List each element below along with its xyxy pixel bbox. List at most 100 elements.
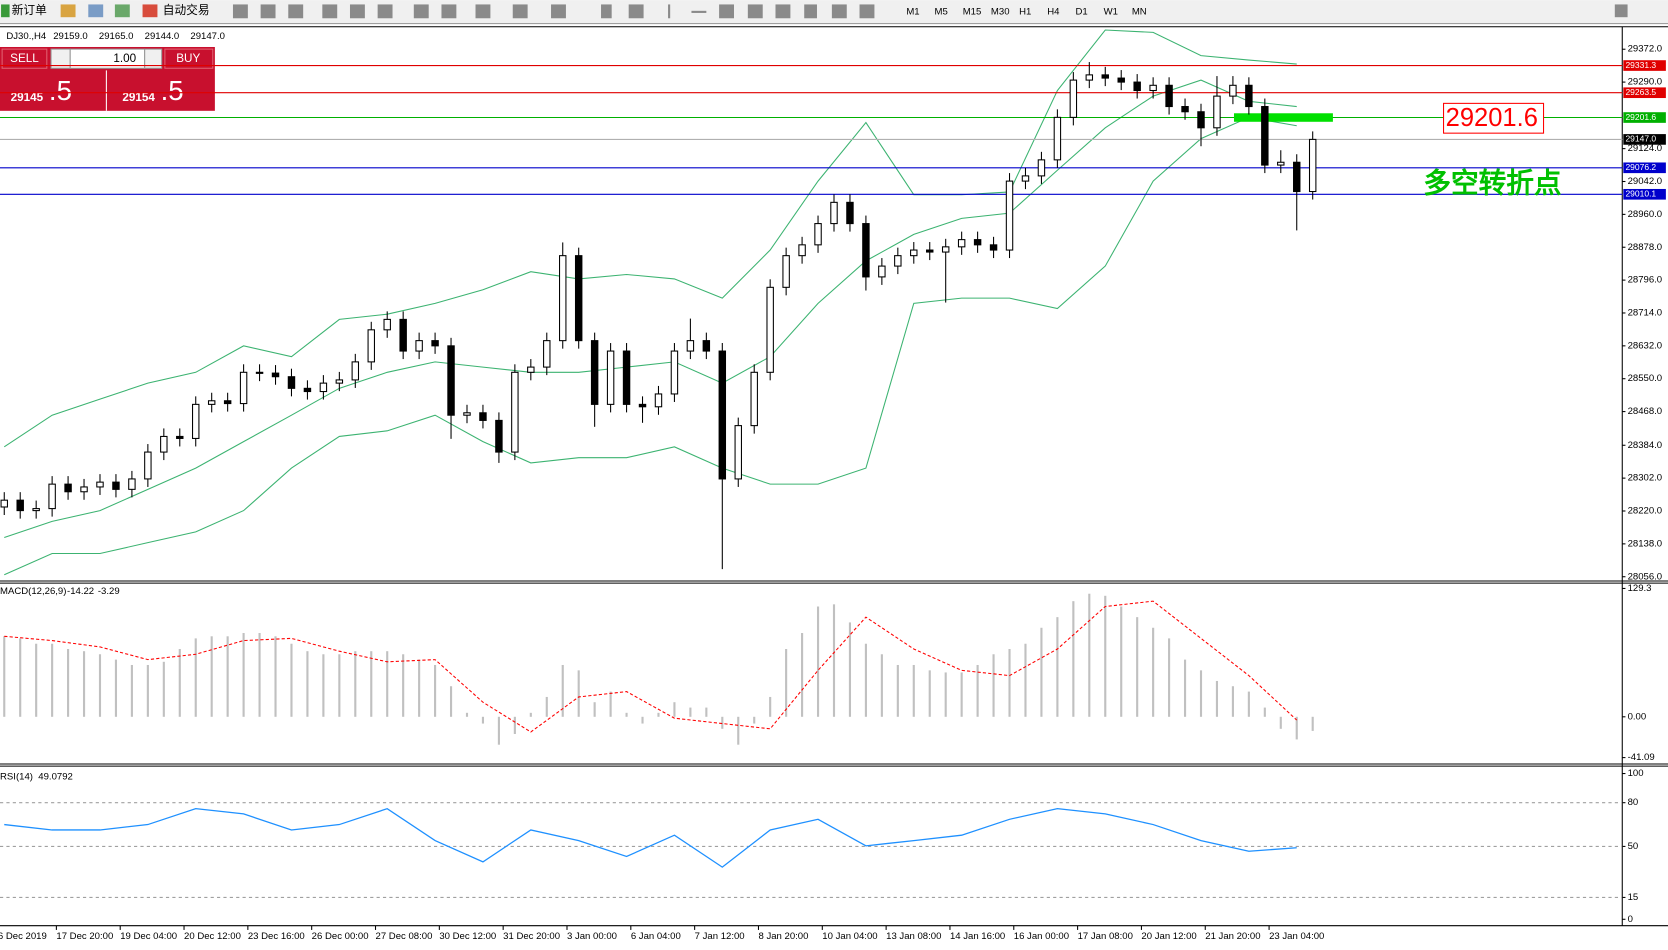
price-level-label: 29010.1 [1625,189,1656,199]
candle-body [192,403,200,439]
macd-bar [434,664,437,717]
macd-bar [880,654,883,717]
tool-icon[interactable] [60,4,76,18]
tool-icon[interactable] [804,4,817,19]
tool-icon[interactable] [668,4,671,19]
tool-icon[interactable] [475,4,491,19]
timeframe-button[interactable]: MN [1132,6,1147,17]
timeframe-button[interactable]: M1 [906,6,919,17]
lot-up[interactable] [144,48,163,69]
buy-label[interactable]: BUY [176,52,200,65]
sell-price[interactable]: 29145 [11,91,44,104]
x-tick-label: 3 Jan 00:00 [567,931,617,942]
candle-body [1149,84,1157,92]
timeframe-button[interactable]: M30 [991,6,1010,17]
rsi-line [4,807,1297,868]
candle-body [846,201,854,225]
x-tick-label: 23 Jan 04:00 [1269,931,1324,942]
tool-icon[interactable] [288,4,304,19]
tool-icon[interactable] [859,4,875,19]
auto-trading[interactable]: 自动交易 [163,3,210,17]
x-tick-label: 21 Jan 20:00 [1205,931,1260,942]
ohlc-label: 29165.0 [99,31,134,42]
macd-bar [641,716,644,724]
macd-bar [1136,617,1139,717]
tool-icon[interactable] [441,4,457,19]
tool-icon[interactable] [260,4,276,19]
candle-body [176,435,184,439]
tool-icon[interactable] [377,4,393,19]
macd-bar [51,643,54,717]
macd-bar [577,670,580,717]
tool-icon[interactable] [232,4,248,19]
annotation: 多空转折点 [1423,168,1561,199]
y-tick-label: 50 [1628,841,1639,852]
macd-bar [242,633,245,717]
x-tick-label: 23 Dec 16:00 [248,931,305,942]
candle-body [1229,84,1237,97]
macd-bar [1311,716,1314,731]
timeframe-button[interactable]: H4 [1047,6,1060,17]
tool-icon[interactable] [114,4,130,18]
macd-bar [1183,659,1187,717]
new-order[interactable]: 新订单 [12,3,47,17]
tool-icon[interactable] [628,4,644,19]
macd-bar [1056,617,1059,717]
timeframe-button[interactable]: W1 [1104,6,1118,17]
timeframe-button[interactable]: M15 [963,6,982,17]
tool-icon[interactable] [775,4,791,19]
macd-bar [1104,595,1107,717]
tool-icon[interactable] [413,4,429,19]
sell-button[interactable] [1,48,48,69]
price-level-tag [1623,87,1666,99]
candle-body [160,435,168,453]
timeframe-button[interactable]: D1 [1075,6,1087,17]
candle-body [1308,138,1317,193]
y-tick-label: 29042.0 [1628,176,1663,187]
candle-body [1021,175,1030,182]
buy-price[interactable]: 29154 [122,91,155,104]
buy-price-fraction[interactable]: .5 [161,75,184,106]
tool-icon[interactable] [88,4,104,18]
new-order-icon[interactable] [1,4,10,18]
macd-bar [35,643,38,717]
macd-bar [625,712,628,717]
candle-body [622,350,631,405]
auto-trading-icon[interactable] [142,4,158,18]
buy-button[interactable] [164,48,214,69]
lot-value[interactable]: 1.00 [113,52,136,65]
tool-icon[interactable] [322,4,338,19]
tool-icon[interactable] [551,4,566,19]
candle-body [941,246,950,253]
search-icon[interactable] [1614,4,1628,18]
candle-body [239,371,248,405]
y-tick-label: 100 [1628,768,1644,779]
y-tick-label: 28878.0 [1628,242,1663,253]
timeframe-button[interactable]: M5 [935,6,948,17]
candle-body [798,244,806,257]
candle-body [1165,84,1173,108]
x-tick-label: 19 Dec 04:00 [120,931,177,942]
x-tick-label: 14 Jan 16:00 [950,931,1005,942]
tool-icon[interactable] [691,10,707,13]
candle-body [287,376,296,389]
tool-icon[interactable] [601,4,612,19]
candle-body [32,508,40,512]
y-tick-label: 28632.0 [1628,340,1663,351]
price-level-label: 29331.3 [1625,60,1656,70]
tool-icon[interactable] [512,4,528,19]
tool-icon[interactable] [747,4,763,19]
price-level-tag [1623,112,1666,123]
tool-icon[interactable] [831,4,847,19]
y-tick-label: 28384.0 [1628,440,1663,451]
sell-label[interactable]: SELL [10,52,39,65]
indicator-title: MACD(12,26,9) [0,586,66,597]
x-tick-label: 17 Dec 20:00 [56,931,113,942]
tool-icon[interactable] [349,4,365,19]
macd-bar [210,636,213,717]
y-tick-label: 28220.0 [1628,506,1663,517]
timeframe-button[interactable]: H1 [1019,6,1031,17]
sell-price-fraction[interactable]: .5 [49,75,72,106]
tool-icon[interactable] [719,4,735,19]
